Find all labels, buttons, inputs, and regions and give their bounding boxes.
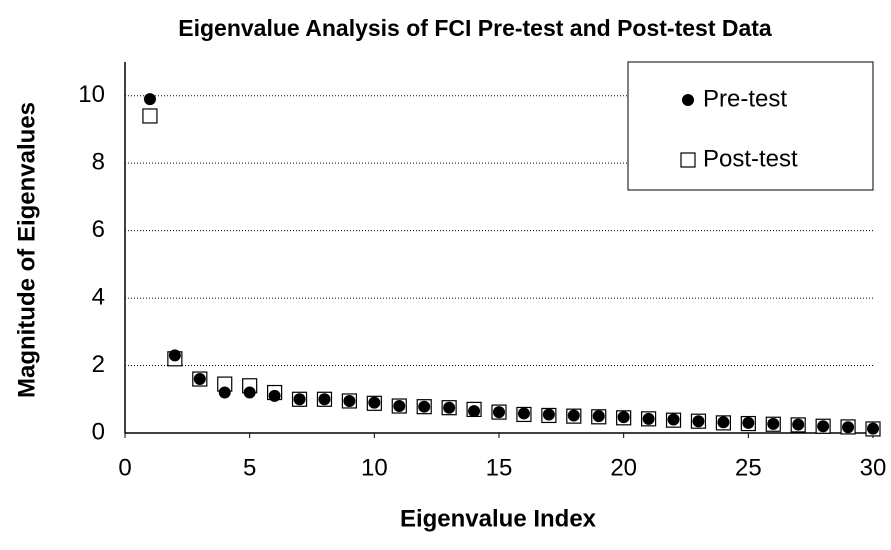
marker-circle <box>742 416 755 429</box>
y-tick-label: 8 <box>92 149 105 176</box>
marker-square <box>142 108 158 124</box>
y-tick-label: 4 <box>92 283 105 310</box>
marker-circle <box>542 408 555 421</box>
x-axis-label: Eigenvalue Index <box>400 505 597 532</box>
marker-circle <box>418 400 431 413</box>
marker-circle <box>443 401 456 414</box>
marker-circle <box>243 386 256 399</box>
marker-circle <box>682 94 694 106</box>
marker-circle <box>817 420 830 433</box>
marker-circle <box>792 418 805 431</box>
marker-circle <box>493 406 505 419</box>
marker-circle <box>842 421 855 434</box>
legend-box <box>627 61 874 191</box>
marker-circle <box>667 413 680 426</box>
marker-circle <box>517 407 530 420</box>
marker-circle <box>642 412 655 425</box>
x-tick-label: 0 <box>118 454 131 481</box>
marker-circle <box>193 373 206 386</box>
y-tick-label: 10 <box>78 81 105 108</box>
x-tick-label: 20 <box>610 454 637 481</box>
marker-circle <box>343 394 356 407</box>
marker-circle <box>368 396 381 409</box>
x-tick-label: 25 <box>735 454 762 481</box>
x-tick-label: 30 <box>860 454 887 481</box>
marker-circle <box>318 393 331 406</box>
marker-circle <box>293 393 306 406</box>
y-tick-label: 6 <box>92 216 105 243</box>
marker-circle <box>218 386 231 399</box>
marker-circle <box>393 400 406 413</box>
marker-circle <box>717 416 730 429</box>
marker-circle <box>468 405 481 418</box>
legend-label: Post-test <box>703 145 798 172</box>
x-tick-label: 15 <box>486 454 513 481</box>
marker-circle <box>592 410 605 423</box>
y-axis-label: Magnitude of Eigenvalues <box>13 102 40 398</box>
legend-label: Pre-test <box>703 85 787 112</box>
marker-circle <box>567 409 580 422</box>
marker-square <box>680 152 696 168</box>
x-tick-label: 10 <box>361 454 388 481</box>
marker-circle <box>168 349 181 362</box>
y-tick-label: 0 <box>92 418 105 445</box>
marker-circle <box>867 422 879 435</box>
marker-circle <box>143 93 156 106</box>
marker-circle <box>767 417 780 430</box>
chart-title: Eigenvalue Analysis of FCI Pre-test and … <box>178 15 772 41</box>
marker-circle <box>268 389 281 402</box>
x-tick-label: 5 <box>243 454 256 481</box>
marker-circle <box>692 415 705 428</box>
y-tick-label: 2 <box>92 351 105 378</box>
marker-circle <box>617 411 630 424</box>
